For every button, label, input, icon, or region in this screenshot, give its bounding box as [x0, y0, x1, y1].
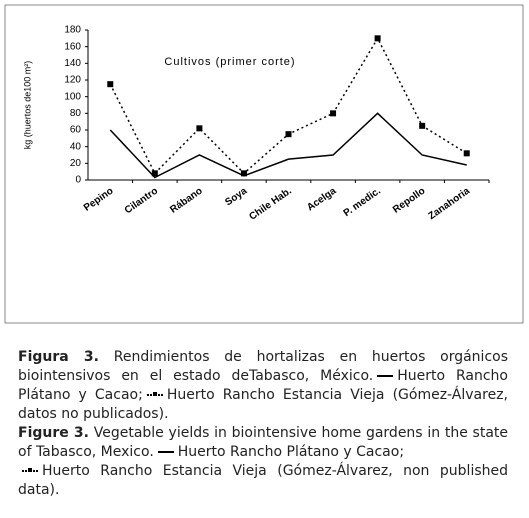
x-tick-label: Rábano [168, 186, 204, 216]
y-tick-label: 20 [70, 158, 82, 169]
y-tick-label: 180 [64, 25, 81, 36]
x-tick-label: P. medic. [342, 185, 383, 219]
y-tick-label: 60 [70, 125, 82, 136]
point-marker [196, 125, 203, 132]
y-tick-label: 100 [64, 91, 81, 102]
x-tick-label: Acelga [305, 185, 339, 213]
y-tick-label: 40 [70, 141, 82, 152]
x-tick-label: Pepino [82, 186, 116, 214]
point-marker [151, 170, 158, 177]
caption-source: (Gómez-Álvarez, non published data). [18, 463, 509, 498]
caption-text: Vegetable yields in biointensive home ga… [18, 425, 509, 460]
y-tick-label: 0 [75, 175, 81, 186]
point-marker [374, 35, 381, 42]
y-axis-label: kg (huertos de100 m²) [22, 61, 32, 150]
legend-dotted [146, 392, 163, 396]
y-tick-label: 160 [64, 41, 81, 52]
x-tick-label: Repollo [391, 186, 427, 216]
x-tick-label: Chile Hab. [247, 185, 294, 222]
x-tick-label: Soya [223, 185, 249, 208]
series-line [109, 36, 468, 175]
series-line [109, 112, 467, 179]
x-tick-label: Zanahoria [426, 185, 472, 222]
legend-solid [377, 375, 394, 377]
chart: Cultivos (primer corte) kg (huertos de10… [4, 4, 524, 324]
separator: ; [138, 387, 143, 403]
y-tick-label: 80 [70, 108, 82, 119]
legend-entry: Huerto Rancho Estancia Vieja [166, 387, 385, 403]
caption: Figura 3. Rendimientos de hortalizas en … [18, 348, 508, 500]
legend-entry: Huerto Rancho Plátano y Cacao [18, 368, 508, 403]
point-marker [330, 110, 337, 117]
legend-entry: Huerto Rancho Estancia Vieja [42, 463, 267, 479]
y-tick-label: 140 [64, 58, 81, 69]
chart-frame [4, 4, 524, 324]
separator: ; [399, 444, 405, 460]
legend-entry: Huerto Rancho Plátano y Cacao [177, 444, 400, 460]
caption-label: Figura 3. [18, 349, 99, 365]
chart-title: Cultivos (primer corte) [164, 56, 295, 68]
legend-dotted [22, 468, 38, 472]
caption-text: Rendimientos de hortalizas en huertos or… [18, 349, 509, 384]
y-tick-label: 120 [64, 75, 81, 86]
legend-solid [157, 451, 174, 453]
caption-source: (Gómez-Álvarez, datos no publicados). [18, 387, 508, 422]
x-tick-label: Cilantro [123, 186, 160, 217]
point-marker [463, 150, 470, 157]
caption-label: Figure 3. [18, 425, 89, 441]
